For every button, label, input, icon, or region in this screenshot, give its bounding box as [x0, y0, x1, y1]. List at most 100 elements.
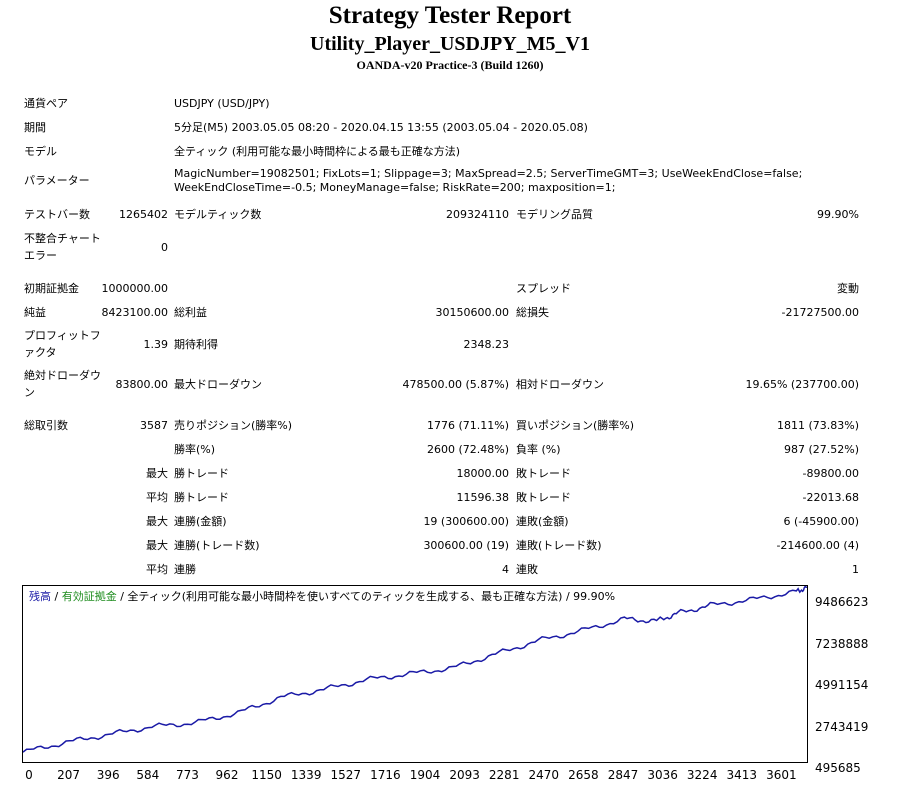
balance-line	[23, 586, 807, 753]
quality-value: 99.90%	[817, 208, 859, 221]
max-loss-trade-value: -89800.00	[802, 467, 859, 480]
avg-consecutive-losses-label: 連敗	[516, 563, 538, 576]
net-profit-label: 純益	[24, 306, 46, 319]
expert-name: Utility_Player_USDJPY_M5_V1	[310, 33, 590, 55]
profit-factor-label-2: ァクタ	[24, 346, 57, 359]
max-consecutive-wins-value: 19 (300600.00)	[423, 515, 509, 528]
max-consecutive-loss-amount-label: 連敗(トレード数)	[516, 539, 602, 552]
x-tick-label: 962	[215, 768, 239, 782]
x-tick-label: 1716	[370, 768, 401, 782]
x-tick-label: 3036	[647, 768, 678, 782]
expected-payoff-label: 期待利得	[174, 338, 218, 351]
avg-prefix-1: 平均	[146, 491, 168, 504]
gross-profit-value: 30150600.00	[435, 306, 509, 319]
max-win-trade-label: 勝トレード	[174, 467, 229, 480]
absolute-dd-value: 83800.00	[115, 378, 169, 391]
total-trades-value: 3587	[140, 419, 168, 432]
win-rate-label: 勝率(%)	[174, 443, 216, 456]
x-tick-label: 1904	[409, 768, 441, 782]
loss-rate-label: 負率 (%)	[516, 443, 561, 456]
x-tick-label: 584	[136, 768, 160, 782]
legend-sep: /	[51, 590, 62, 603]
avg-consecutive-losses-value: 1	[852, 563, 859, 576]
spread-value: 変動	[837, 282, 859, 295]
deposit-value: 1000000.00	[101, 282, 168, 295]
chart-caption: 残高 / 有効証拠金 / 全ティック(利用可能な最小時間枠を使いすべてのティック…	[29, 588, 615, 604]
avg-loss-trade-value: -22013.68	[802, 491, 859, 504]
short-positions-label: 売りポジション(勝率%)	[174, 419, 293, 432]
legend-equity: 有効証拠金	[61, 590, 117, 603]
relative-dd-label: 相対ドローダウン	[516, 378, 604, 391]
x-tick-label: 1150	[251, 768, 282, 782]
avg-consecutive-wins-value: 4	[502, 563, 509, 576]
y-tick-label: 4991154	[815, 678, 869, 692]
mismatch-value: 0	[161, 241, 168, 254]
gross-loss-label: 総損失	[516, 306, 549, 319]
absolute-dd-label-1: 絶対ドローダウ	[24, 369, 101, 382]
max-consecutive-wins-label: 連勝(金額)	[174, 515, 227, 528]
bars-label: テストバー数	[24, 208, 90, 221]
x-tick-label: 2281	[488, 768, 520, 782]
avg-win-trade-label: 勝トレード	[174, 491, 229, 504]
mismatch-label-2: エラー	[24, 249, 57, 262]
x-tick-label: 3413	[726, 768, 758, 782]
avg-loss-trade-label: 敗トレード	[516, 491, 571, 504]
model-label: モデル	[24, 145, 57, 158]
profit-factor-label-1: プロフィットフ	[24, 329, 101, 342]
legend-balance: 残高	[29, 590, 51, 603]
y-tick-label: 7238888	[815, 636, 869, 651]
max-dd-label: 最大ドローダウン	[174, 378, 262, 391]
loss-rate-value: 987 (27.52%)	[783, 443, 859, 456]
bars-value: 1265402	[119, 208, 168, 221]
x-tick-label: 2470	[528, 768, 560, 782]
pair-value: USDJPY (USD/JPY)	[174, 97, 270, 110]
model-value: 全ティック (利用可能な最小時間枠による最も正確な方法)	[174, 145, 461, 158]
absolute-dd-label-2: ン	[24, 386, 35, 399]
short-positions-value: 1776 (71.11%)	[426, 419, 509, 432]
max-prefix-3: 最大	[146, 539, 168, 552]
balance-chart-svg	[23, 586, 807, 753]
period-label: 期間	[24, 121, 46, 134]
max-prefix-1: 最大	[146, 467, 168, 480]
max-dd-value: 478500.00 (5.87%)	[402, 378, 509, 391]
net-profit-value: 8423100.00	[101, 306, 168, 319]
x-tick-label: 1527	[330, 768, 362, 782]
x-tick-label: 3601	[766, 768, 797, 782]
y-tick-label: 2743419	[815, 719, 869, 734]
y-tick-label: 9486623	[815, 595, 869, 609]
total-trades-label: 総取引数	[24, 419, 68, 432]
legend-rest: / 全ティック(利用可能な最小時間枠を使いすべてのティックを生成する、最も正確な…	[116, 590, 616, 603]
ticks-value: 209324110	[446, 208, 509, 221]
deposit-label: 初期証拠金	[24, 282, 79, 295]
max-consecutive-profit-label: 連勝(トレード数)	[174, 539, 260, 552]
pair-label: 通貨ペア	[24, 97, 68, 110]
expected-payoff-value: 2348.23	[463, 338, 510, 351]
x-tick-label: 0	[25, 768, 33, 782]
params-value: MagicNumber=19082501; FixLots=1; Slippag…	[174, 167, 803, 194]
x-tick-label: 2847	[607, 768, 639, 782]
period-value: 5分足(M5) 2003.05.05 08:20 - 2020.04.15 13…	[174, 121, 588, 134]
mismatch-label-1: 不整合チャート	[24, 232, 101, 245]
ticks-label: モデルティック数	[174, 208, 262, 221]
x-tick-label: 396	[96, 768, 120, 782]
max-consecutive-profit-value: 300600.00 (19)	[423, 539, 509, 552]
relative-dd-value: 19.65% (237700.00)	[745, 378, 859, 391]
profit-factor-value: 1.39	[143, 338, 169, 351]
avg-win-trade-value: 11596.38	[456, 491, 510, 504]
y-tick-label: 495685	[815, 761, 861, 775]
long-positions-label: 買いポジション(勝率%)	[516, 419, 635, 432]
max-consecutive-losses-label: 連敗(金額)	[516, 515, 569, 528]
server-name: OANDA-v20 Practice-3 (Build 1260)	[356, 58, 544, 72]
x-tick-label: 773	[175, 768, 199, 782]
quality-label: モデリング品質	[516, 208, 593, 221]
max-consecutive-losses-value: 6 (-45900.00)	[783, 515, 859, 528]
balance-chart: 残高 / 有効証拠金 / 全ティック(利用可能な最小時間枠を使いすべてのティック…	[22, 585, 808, 763]
max-prefix-2: 最大	[146, 515, 168, 528]
win-rate-value: 2600 (72.48%)	[426, 443, 509, 456]
max-loss-trade-label: 敗トレード	[516, 467, 571, 480]
max-win-trade-value: 18000.00	[456, 467, 510, 480]
x-tick-label: 2093	[449, 768, 480, 782]
x-tick-label: 3224	[686, 768, 718, 782]
x-tick-label: 2658	[568, 768, 599, 782]
x-tick-label: 207	[57, 768, 81, 782]
